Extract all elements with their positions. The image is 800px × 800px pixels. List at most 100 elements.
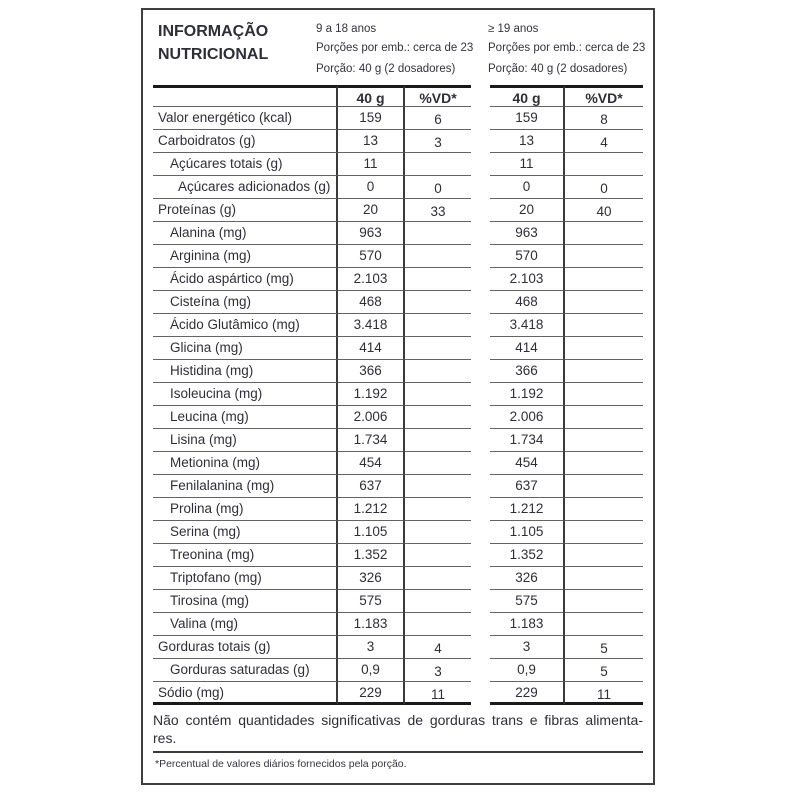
amount-9-18: 159 [338, 107, 405, 130]
dv-9-18 [405, 268, 471, 291]
row-label: Metionina (mg) [153, 452, 338, 475]
dv-9-18 [405, 337, 471, 360]
row-label: Cisteína (mg) [153, 291, 338, 314]
amount-19plus: 159 [490, 107, 565, 130]
row-label: Fenilalanina (mg) [153, 475, 338, 498]
amount-19plus: 366 [490, 360, 565, 383]
dv-19plus [565, 337, 643, 360]
portion-size-1: Porção: 40 g (2 dosadores) [316, 63, 456, 75]
amount-9-18: 3 [338, 636, 405, 659]
amount-9-18: 1.192 [338, 383, 405, 406]
row-label: Isoleucina (mg) [153, 383, 338, 406]
dv-9-18 [405, 521, 471, 544]
dv-19plus [565, 521, 643, 544]
row-label: Ácido Glutâmico (mg) [153, 314, 338, 337]
dv-9-18 [405, 314, 471, 337]
dv-9-18: 3 [405, 659, 471, 682]
dv-9-18: 11 [405, 682, 471, 705]
dv-9-18 [405, 222, 471, 245]
dv-9-18 [405, 245, 471, 268]
amount-19plus: 637 [490, 475, 565, 498]
row-label: Açúcares adicionados (g) [153, 176, 338, 199]
amount-9-18: 1.183 [338, 613, 405, 636]
dv-19plus: 40 [565, 199, 643, 222]
amount-9-18: 366 [338, 360, 405, 383]
column-gap [471, 130, 490, 153]
amount-19plus: 414 [490, 337, 565, 360]
amount-9-18: 1.352 [338, 544, 405, 567]
amount-19plus: 454 [490, 452, 565, 475]
note-line-2: res. [153, 729, 177, 746]
row-label: Valor energético (kcal) [153, 107, 338, 130]
amount-9-18: 0 [338, 176, 405, 199]
row-label: Ácido aspártico (mg) [153, 268, 338, 291]
dv-19plus: 0 [565, 176, 643, 199]
dv-19plus [565, 567, 643, 590]
row-label: Glicina (mg) [153, 337, 338, 360]
row-label: Valina (mg) [153, 613, 338, 636]
footnote-divider [153, 751, 643, 753]
amount-9-18: 13 [338, 130, 405, 153]
amount-19plus: 1.212 [490, 498, 565, 521]
dv-19plus [565, 383, 643, 406]
amount-9-18: 3.418 [338, 314, 405, 337]
amount-19plus: 2.103 [490, 268, 565, 291]
amount-9-18: 2.103 [338, 268, 405, 291]
age-group-1-header: 9 a 18 anos Porções por emb.: cerca de 2… [316, 20, 488, 85]
column-gap [471, 268, 490, 291]
amount-9-18: 229 [338, 682, 405, 705]
column-gap [471, 452, 490, 475]
dv-19plus [565, 452, 643, 475]
row-label: Leucina (mg) [153, 406, 338, 429]
amount-9-18: 468 [338, 291, 405, 314]
dv-19plus [565, 475, 643, 498]
amount-19plus: 326 [490, 567, 565, 590]
amount-9-18: 414 [338, 337, 405, 360]
dv-19plus: 8 [565, 107, 643, 130]
column-gap [471, 222, 490, 245]
column-gap [471, 521, 490, 544]
dv-19plus [565, 590, 643, 613]
dv-9-18 [405, 360, 471, 383]
column-gap [471, 360, 490, 383]
dv-9-18: 4 [405, 636, 471, 659]
row-label: Serina (mg) [153, 521, 338, 544]
no-significant-amounts-note: Não contém quantidades significativas de… [153, 712, 643, 747]
column-gap [471, 314, 490, 337]
amount-19plus: 2.006 [490, 406, 565, 429]
dv-9-18 [405, 406, 471, 429]
amount-19plus: 1.183 [490, 613, 565, 636]
row-label: Arginina (mg) [153, 245, 338, 268]
amount-9-18: 454 [338, 452, 405, 475]
column-header-blank [153, 85, 338, 107]
amount-9-18: 1.212 [338, 498, 405, 521]
amount-9-18: 963 [338, 222, 405, 245]
dv-19plus [565, 314, 643, 337]
amount-9-18: 0,9 [338, 659, 405, 682]
dv-9-18 [405, 613, 471, 636]
column-gap [471, 291, 490, 314]
dv-9-18 [405, 590, 471, 613]
column-gap [471, 498, 490, 521]
column-gap [471, 199, 490, 222]
amount-19plus: 1.352 [490, 544, 565, 567]
amount-19plus: 1.105 [490, 521, 565, 544]
portion-size-2: Porção: 40 g (2 dosadores) [488, 63, 628, 75]
column-gap [471, 85, 490, 107]
dv-19plus [565, 153, 643, 176]
dv-19plus: 5 [565, 659, 643, 682]
dv-19plus [565, 406, 643, 429]
amount-9-18: 20 [338, 199, 405, 222]
dv-9-18 [405, 291, 471, 314]
dv-19plus [565, 222, 643, 245]
dv-9-18 [405, 475, 471, 498]
dv-9-18: 3 [405, 130, 471, 153]
row-label: Proteínas (g) [153, 199, 338, 222]
dv-9-18 [405, 153, 471, 176]
amount-9-18: 570 [338, 245, 405, 268]
dv-19plus: 4 [565, 130, 643, 153]
amount-19plus: 1.734 [490, 429, 565, 452]
row-label: Prolina (mg) [153, 498, 338, 521]
column-gap [471, 636, 490, 659]
